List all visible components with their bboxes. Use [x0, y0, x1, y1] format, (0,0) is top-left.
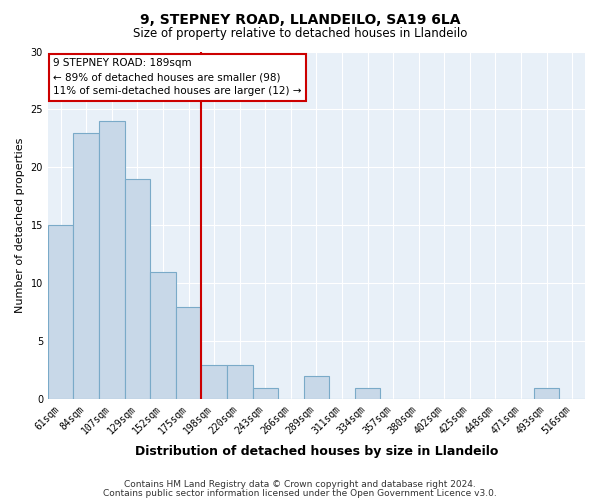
Text: Size of property relative to detached houses in Llandeilo: Size of property relative to detached ho… [133, 28, 467, 40]
Text: 9, STEPNEY ROAD, LLANDEILO, SA19 6LA: 9, STEPNEY ROAD, LLANDEILO, SA19 6LA [140, 12, 460, 26]
Bar [253, 388, 278, 400]
Bar [202, 364, 227, 400]
Text: Contains public sector information licensed under the Open Government Licence v3: Contains public sector information licen… [103, 488, 497, 498]
Bar [176, 306, 202, 400]
Text: Contains HM Land Registry data © Crown copyright and database right 2024.: Contains HM Land Registry data © Crown c… [124, 480, 476, 489]
Bar [304, 376, 329, 400]
X-axis label: Distribution of detached houses by size in Llandeilo: Distribution of detached houses by size … [135, 444, 498, 458]
Bar [73, 132, 99, 400]
Bar [99, 121, 125, 400]
Bar [355, 388, 380, 400]
Bar [534, 388, 559, 400]
Bar [125, 179, 150, 400]
Bar [48, 226, 73, 400]
Bar [227, 364, 253, 400]
Bar [150, 272, 176, 400]
Y-axis label: Number of detached properties: Number of detached properties [15, 138, 25, 313]
Text: 9 STEPNEY ROAD: 189sqm
← 89% of detached houses are smaller (98)
11% of semi-det: 9 STEPNEY ROAD: 189sqm ← 89% of detached… [53, 58, 302, 96]
